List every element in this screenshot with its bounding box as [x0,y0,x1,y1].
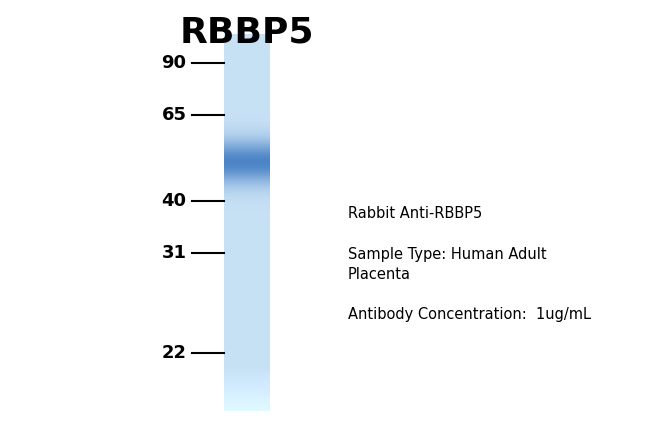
Text: RBBP5: RBBP5 [180,15,314,49]
Text: 22: 22 [162,344,187,362]
Text: 90: 90 [162,54,187,72]
Text: 31: 31 [162,244,187,262]
Text: Sample Type: Human Adult
Placenta: Sample Type: Human Adult Placenta [348,247,547,281]
Text: Antibody Concentration:  1ug/mL: Antibody Concentration: 1ug/mL [348,307,591,323]
Text: 65: 65 [162,106,187,124]
Text: Rabbit Anti-RBBP5: Rabbit Anti-RBBP5 [348,206,482,221]
Text: 40: 40 [162,192,187,210]
